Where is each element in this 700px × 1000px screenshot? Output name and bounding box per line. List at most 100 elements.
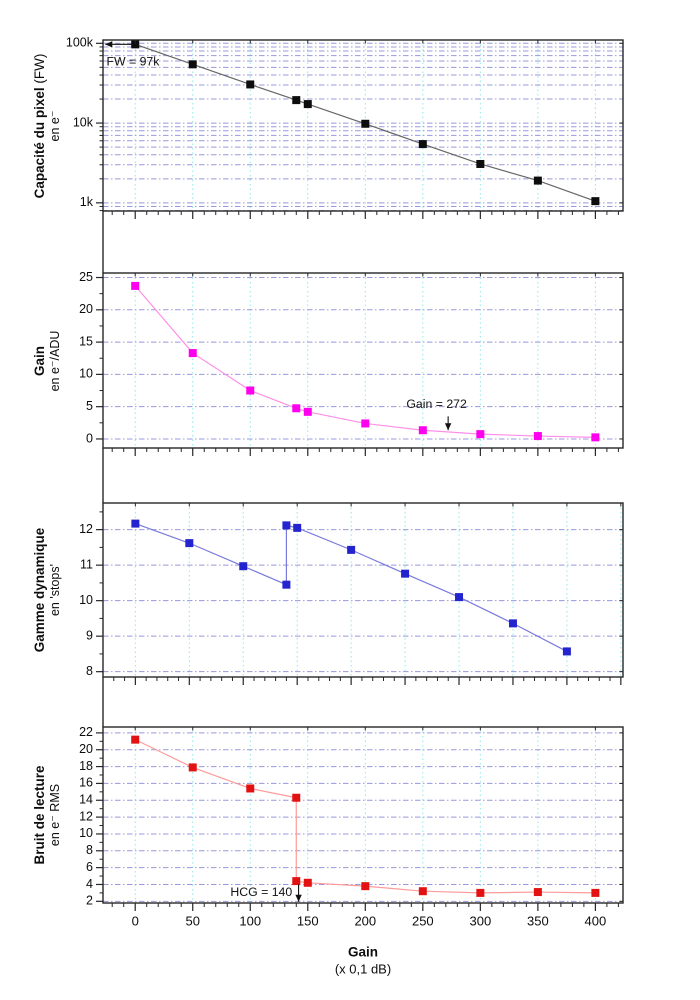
gain-annotation-arrowhead [444, 423, 452, 431]
y-tick-label: 25 [79, 270, 93, 284]
panel-frame [102, 272, 624, 449]
x-tick-label: 150 [297, 913, 319, 928]
dynamic-range-point [562, 647, 571, 656]
y-tick-label: 14 [79, 793, 93, 807]
y-tick-label: 5 [86, 399, 93, 413]
read-noise-point [591, 888, 600, 897]
gain-point [591, 433, 600, 442]
read-noise-point [303, 878, 312, 887]
x-tick-label: 50 [186, 913, 200, 928]
y-tick-label: 6 [86, 860, 93, 874]
read-noise-annotation-arrowhead [295, 894, 302, 902]
y-axis-title-text: Capacité du pixel (FW) [32, 53, 47, 199]
gain-point [246, 386, 255, 395]
pixel-capacity-point [292, 96, 301, 105]
pixel-capacity-point [303, 100, 312, 109]
x-axis-title: Gain [347, 944, 379, 960]
y-tick-label: 16 [79, 776, 93, 790]
y-tick-label: 10 [79, 593, 93, 607]
y-tick-label: 10 [79, 367, 93, 381]
y-axis-title-read-noise: Bruit de lecture en e⁻ RMS [31, 765, 63, 864]
y-axis-title-gain: Gain en e⁻/ADU [31, 331, 63, 392]
y-tick-label: 9 [86, 628, 93, 642]
y-axis-title-text: Gamme dynamique [32, 527, 47, 653]
read-noise-annotation-label: HCG = 140 [230, 885, 292, 899]
pixel-capacity-line [135, 43, 596, 202]
y-axis-subtitle-text: en e⁻ [48, 110, 62, 142]
panel-read-noise: 2 4 6 8 10 12 14 16 18 20 22 HCG = 140 [79, 725, 624, 911]
dynamic-range-point [282, 521, 291, 530]
read-noise-point [361, 882, 370, 891]
y-tick-label: 0 [86, 431, 93, 445]
read-noise-point [476, 888, 485, 897]
x-tick-label: 0 [132, 913, 139, 928]
pixel-capacity-point [533, 176, 542, 185]
dynamic-range-point [239, 562, 248, 571]
pixel-capacity-point [188, 60, 197, 69]
x-tick-label: 400 [585, 913, 607, 928]
x-tick-label: 300 [469, 913, 491, 928]
read-noise-point [131, 735, 140, 744]
x-tick-label: 200 [354, 913, 376, 928]
y-tick-label: 22 [79, 725, 93, 739]
y-tick-label: 8 [86, 843, 93, 857]
y-tick-label: 10k [73, 115, 94, 129]
y-axis-subtitle-text: en 'stops' [48, 563, 62, 617]
y-tick-label: 12 [79, 809, 93, 823]
gain-point [292, 404, 301, 413]
y-tick-label: 10 [79, 826, 93, 840]
read-noise-point [533, 888, 542, 897]
y-tick-label: 11 [80, 557, 93, 571]
y-axis-subtitle-text: en e⁻ RMS [48, 783, 62, 847]
y-tick-label: 8 [86, 664, 93, 678]
gain-point [418, 426, 427, 435]
dynamic-range-point [508, 619, 517, 628]
gain-annotation-label: Gain = 272 [406, 397, 467, 411]
y-tick-label: 2 [86, 894, 93, 908]
y-tick-label: 12 [79, 522, 93, 536]
dynamic-range-point [293, 523, 302, 532]
gain-point [131, 281, 140, 290]
y-axis-title-text: Bruit de lecture [32, 765, 47, 865]
panel-gain: 0 5 10 15 20 25 Gain = 272 [79, 270, 624, 456]
dynamic-range-point [282, 580, 291, 589]
read-noise-point [246, 784, 255, 793]
panel-frame [102, 39, 624, 212]
read-noise-point [418, 887, 427, 896]
pixel-capacity-annotation-label: FW = 97k [106, 55, 160, 69]
pixel-capacity-point [591, 197, 600, 206]
panel-frame [102, 502, 624, 678]
read-noise-point [292, 793, 301, 802]
x-tick-label: 100 [239, 913, 261, 928]
gain-point [533, 432, 542, 441]
pixel-capacity-point [361, 119, 370, 128]
panel-pixel-capacity: 1k 10k 100k FW = 97k [66, 36, 624, 219]
x-axis-subtitle: (x 0,1 dB) [334, 961, 392, 977]
panel-dynamic-range: 8 9 10 11 12 [79, 502, 624, 685]
y-axis-subtitle-text: en e⁻/ADU [48, 330, 62, 392]
dynamic-range-point [401, 569, 410, 578]
dynamic-range-point [347, 545, 356, 554]
y-axis-title-dynamic-range: Gamme dynamique en 'stops' [31, 528, 63, 653]
y-tick-label: 15 [79, 334, 93, 348]
gain-line [134, 285, 596, 438]
gain-point [188, 349, 197, 358]
y-tick-label: 20 [79, 302, 93, 316]
y-tick-label: 100k [66, 36, 94, 50]
pixel-capacity-point [131, 40, 140, 49]
gain-point [476, 430, 485, 439]
dynamic-range-point [455, 593, 464, 602]
pixel-capacity-point [246, 80, 255, 89]
gain-point [361, 419, 370, 428]
y-tick-label: 1k [80, 195, 94, 209]
pixel-capacity-point [476, 159, 485, 168]
panel-frame [102, 726, 624, 904]
dynamic-range-point [185, 539, 194, 548]
dynamic-range-line [135, 523, 568, 652]
y-tick-label: 18 [79, 759, 93, 773]
y-tick-label: 20 [79, 742, 93, 756]
pixel-capacity-point [418, 140, 427, 149]
x-tick-label: 350 [527, 913, 549, 928]
